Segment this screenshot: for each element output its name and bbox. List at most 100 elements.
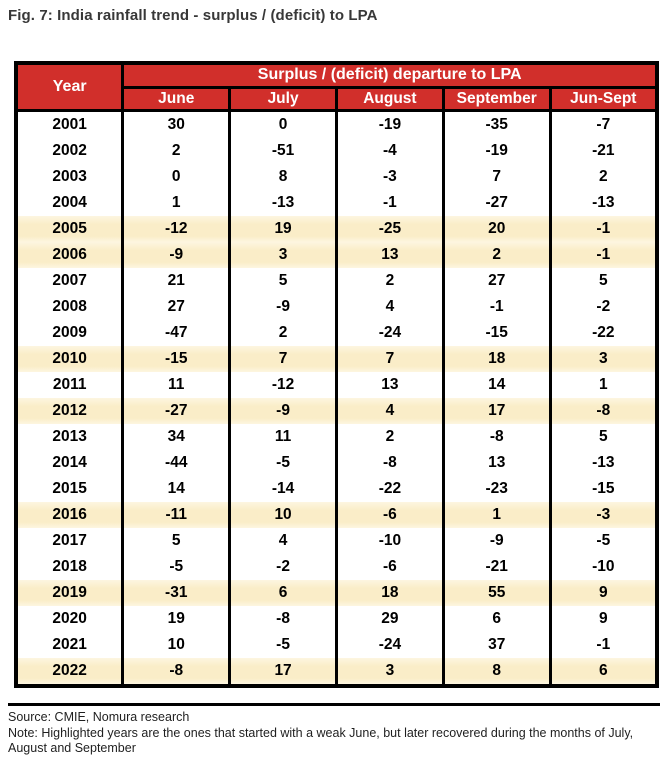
value-cell: 3 xyxy=(548,345,659,372)
value-cell: 19 xyxy=(121,605,232,632)
value-cell: -1 xyxy=(548,241,659,268)
value-cell: 1 xyxy=(121,189,232,216)
column-header-june: June xyxy=(121,85,232,112)
value-cell: -4 xyxy=(334,137,445,164)
note-text: Note: Highlighted years are the ones tha… xyxy=(8,726,634,755)
rainfall-table: Year Surplus / (deficit) departure to LP… xyxy=(14,61,659,688)
value-cell: 10 xyxy=(121,631,232,658)
value-cell: -15 xyxy=(548,475,659,502)
value-cell: -19 xyxy=(441,137,552,164)
table-row: 2019 -31 6 18 55 9 xyxy=(14,579,659,606)
value-cell: 2 xyxy=(548,163,659,190)
value-cell: 8 xyxy=(228,163,338,190)
table-row: 2018 -5 -2 -6 -21 -10 xyxy=(14,553,659,580)
value-cell: 14 xyxy=(441,371,552,398)
value-cell: -12 xyxy=(121,215,232,242)
value-cell: 34 xyxy=(121,423,232,450)
value-cell: -6 xyxy=(334,501,445,528)
table-row: 2022 -8 17 3 8 6 xyxy=(14,657,659,686)
value-cell: 14 xyxy=(121,475,232,502)
table-row: 2012 -27 -9 4 17 -8 xyxy=(14,397,659,424)
year-cell: 2016 xyxy=(14,501,125,528)
value-cell: -27 xyxy=(441,189,552,216)
header-row-months: June July August September Jun-Sept xyxy=(16,85,659,112)
year-cell: 2009 xyxy=(14,319,125,346)
year-cell: 2017 xyxy=(14,527,125,554)
value-cell: 0 xyxy=(121,163,232,190)
value-cell: 2 xyxy=(334,423,445,450)
value-cell: -8 xyxy=(441,423,552,450)
year-cell: 2005 xyxy=(14,215,125,242)
value-cell: 18 xyxy=(441,345,552,372)
value-cell: 7 xyxy=(334,345,445,372)
value-cell: 55 xyxy=(441,579,552,606)
value-cell: -9 xyxy=(228,397,338,424)
year-cell: 2004 xyxy=(14,189,125,216)
value-cell: 13 xyxy=(334,241,445,268)
value-cell: 4 xyxy=(334,397,445,424)
value-cell: 10 xyxy=(228,501,338,528)
table-row: 2006 -9 3 13 2 -1 xyxy=(14,241,659,268)
column-header-august: August xyxy=(334,85,445,112)
value-cell: -1 xyxy=(441,293,552,320)
source-text: Source: CMIE, Nomura research xyxy=(8,710,190,724)
value-cell: -12 xyxy=(228,371,338,398)
value-cell: 30 xyxy=(121,110,232,138)
value-cell: 9 xyxy=(548,605,659,632)
value-cell: -24 xyxy=(334,319,445,346)
value-cell: -24 xyxy=(334,631,445,658)
value-cell: -19 xyxy=(334,110,445,138)
value-cell: 3 xyxy=(334,657,445,686)
value-cell: 27 xyxy=(441,267,552,294)
year-column-header: Year xyxy=(14,61,125,112)
table-row: 2014 -44 -5 -8 13 -13 xyxy=(14,449,659,476)
value-cell: -6 xyxy=(334,553,445,580)
table-row: 2007 21 5 2 27 5 xyxy=(14,267,659,294)
value-cell: -8 xyxy=(334,449,445,476)
value-cell: 17 xyxy=(441,397,552,424)
year-cell: 2019 xyxy=(14,579,125,606)
value-cell: -8 xyxy=(228,605,338,632)
value-cell: -21 xyxy=(441,553,552,580)
year-cell: 2020 xyxy=(14,605,125,632)
value-cell: 7 xyxy=(228,345,338,372)
column-header-jun-sept: Jun-Sept xyxy=(548,85,659,112)
value-cell: 5 xyxy=(121,527,232,554)
year-cell: 2001 xyxy=(14,110,125,138)
value-cell: -3 xyxy=(548,501,659,528)
table-row: 2008 27 -9 4 -1 -2 xyxy=(14,293,659,320)
value-cell: 0 xyxy=(228,110,338,138)
value-cell: -13 xyxy=(228,189,338,216)
table-body: 2001 30 0 -19 -35 -7 2002 2 -51 -4 -19 -21 2003 0 8 -3 7… xyxy=(14,110,659,686)
table-header: Year Surplus / (deficit) departure to LP… xyxy=(14,61,659,112)
figure-title: Fig. 7: India rainfall trend - surplus /… xyxy=(8,7,378,24)
group-header: Surplus / (deficit) departure to LPA xyxy=(121,61,659,89)
year-cell: 2007 xyxy=(14,267,125,294)
table-row: 2009 -47 2 -24 -15 -22 xyxy=(14,319,659,346)
column-header-july: July xyxy=(228,85,338,112)
value-cell: -11 xyxy=(121,501,232,528)
table-row: 2016 -11 10 -6 1 -3 xyxy=(14,501,659,528)
table-row: 2020 19 -8 29 6 9 xyxy=(14,605,659,632)
value-cell: 9 xyxy=(548,579,659,606)
value-cell: -10 xyxy=(548,553,659,580)
year-cell: 2010 xyxy=(14,345,125,372)
value-cell: 1 xyxy=(548,371,659,398)
value-cell: -13 xyxy=(548,189,659,216)
value-cell: 6 xyxy=(548,657,659,686)
value-cell: -27 xyxy=(121,397,232,424)
value-cell: -13 xyxy=(548,449,659,476)
value-cell: 2 xyxy=(228,319,338,346)
value-cell: -9 xyxy=(228,293,338,320)
year-cell: 2021 xyxy=(14,631,125,658)
table-row: 2015 14 -14 -22 -23 -15 xyxy=(14,475,659,502)
value-cell: -7 xyxy=(548,110,659,138)
table-row: 2004 1 -13 -1 -27 -13 xyxy=(14,189,659,216)
value-cell: -51 xyxy=(228,137,338,164)
table-row: 2017 5 4 -10 -9 -5 xyxy=(14,527,659,554)
year-cell: 2008 xyxy=(14,293,125,320)
value-cell: -14 xyxy=(228,475,338,502)
year-cell: 2011 xyxy=(14,371,125,398)
value-cell: 21 xyxy=(121,267,232,294)
